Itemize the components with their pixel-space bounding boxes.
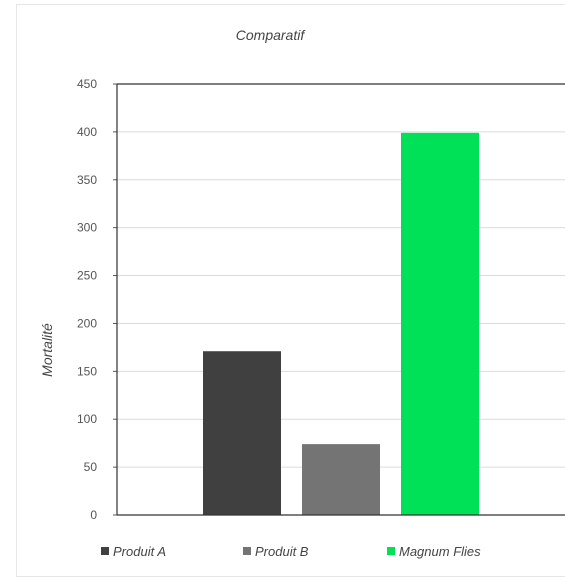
y-tick-label: 50 bbox=[84, 460, 98, 474]
legend-label: Produit A bbox=[113, 544, 166, 559]
y-tick-label: 200 bbox=[77, 316, 97, 330]
y-tick-label: 100 bbox=[77, 412, 97, 426]
bars bbox=[203, 132, 479, 515]
axes bbox=[116, 83, 565, 516]
gridlines bbox=[117, 83, 565, 468]
legend: Produit A Produit B Magnum Flies bbox=[101, 544, 481, 559]
y-tick-label: 350 bbox=[77, 173, 97, 187]
y-tick-label: 0 bbox=[90, 508, 97, 522]
y-axis-label: Mortalité bbox=[39, 323, 55, 377]
bar-produit-b bbox=[302, 444, 380, 515]
legend-swatch bbox=[101, 547, 109, 555]
bar-produit-a bbox=[203, 351, 281, 515]
y-tick-label: 300 bbox=[77, 221, 97, 235]
legend-label: Magnum Flies bbox=[399, 544, 481, 559]
y-axis-ticks: 0 50 100 150 200 250 300 350 400 450 bbox=[77, 77, 117, 522]
y-tick-label: 250 bbox=[77, 269, 97, 283]
bar-magnum-flies bbox=[401, 132, 479, 515]
y-tick-label: 150 bbox=[77, 364, 97, 378]
y-tick-label: 400 bbox=[77, 125, 97, 139]
chart-title: Comparatif bbox=[236, 27, 307, 43]
legend-label: Produit B bbox=[255, 544, 309, 559]
y-tick-label: 450 bbox=[77, 77, 97, 91]
legend-swatch bbox=[387, 547, 395, 555]
legend-swatch bbox=[243, 547, 251, 555]
